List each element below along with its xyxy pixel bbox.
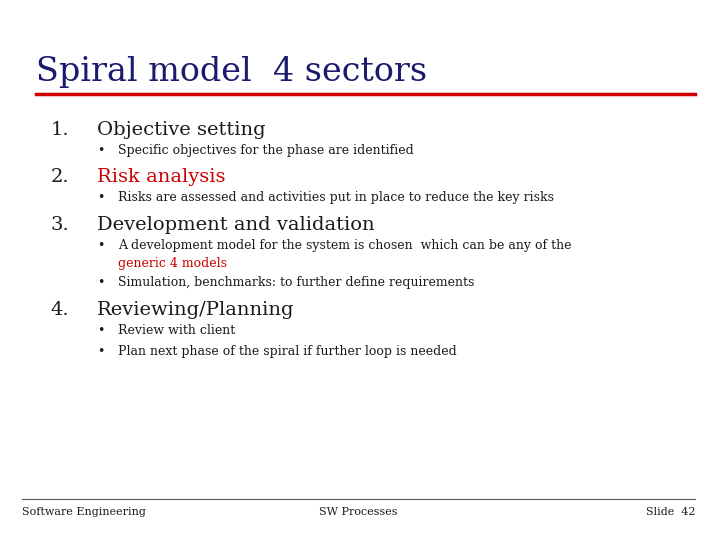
Text: Slide  42: Slide 42 (646, 507, 695, 517)
Text: Simulation, benchmarks: to further define requirements: Simulation, benchmarks: to further defin… (118, 276, 475, 289)
Text: generic 4 models: generic 4 models (118, 257, 227, 270)
Text: •: • (97, 144, 104, 157)
Text: A development model for the system is chosen  which can be any of the: A development model for the system is ch… (118, 239, 571, 252)
Text: •: • (97, 345, 104, 358)
Text: Spiral model  4 sectors: Spiral model 4 sectors (36, 56, 427, 88)
Text: Reviewing/Planning: Reviewing/Planning (97, 301, 294, 319)
Text: Objective setting: Objective setting (97, 121, 265, 139)
Text: Specific objectives for the phase are identified: Specific objectives for the phase are id… (118, 144, 414, 157)
Text: Review with client: Review with client (118, 324, 236, 337)
Text: 4.: 4. (50, 301, 69, 319)
Text: •: • (97, 276, 104, 289)
Text: 1.: 1. (50, 121, 69, 139)
Text: 2.: 2. (50, 168, 69, 186)
Text: Plan next phase of the spiral if further loop is needed: Plan next phase of the spiral if further… (118, 345, 457, 358)
Text: •: • (97, 239, 104, 252)
Text: Software Engineering: Software Engineering (22, 507, 146, 517)
Text: 3.: 3. (50, 216, 69, 234)
Text: •: • (97, 324, 104, 337)
Text: Risk analysis: Risk analysis (97, 168, 225, 186)
Text: •: • (97, 191, 104, 204)
Text: SW Processes: SW Processes (319, 507, 398, 517)
Text: Risks are assessed and activities put in place to reduce the key risks: Risks are assessed and activities put in… (118, 191, 554, 204)
Text: Development and validation: Development and validation (97, 216, 374, 234)
